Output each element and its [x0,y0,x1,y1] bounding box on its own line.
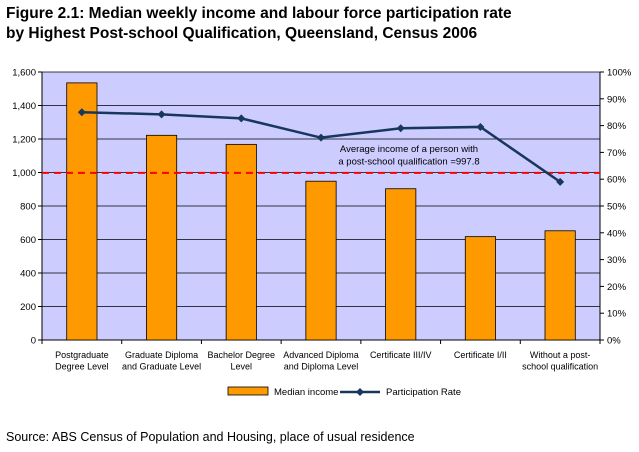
figure-title-line-2: by Highest Post-school Qualification, Qu… [6,25,478,42]
bar-median-income [66,82,98,341]
combo-chart: 0 200 400 600 800 1,000 1,200 1,400 1,600 0% 10% 20… [12,68,632,399]
legend-swatch-median-income [227,386,269,396]
bar-median-income [464,236,496,341]
category-label: Certificate I/II [454,350,507,360]
y-left-tick-label: 1,400 [12,101,36,112]
y-left-tick-label: 1,000 [12,168,36,179]
category-label: Certificate III/IV [370,350,432,360]
participation-rate-marker [157,110,166,119]
y-left-tick-label: 1,200 [12,135,36,146]
y-left-tick-label: 600 [20,235,36,246]
reference-line-label: a post-school qualification =997.8 [338,157,479,168]
legend-label-median-income: Median income [274,387,338,398]
y-left-tick-label: 0 [31,336,36,347]
category-label: school qualification [522,362,598,372]
y-right-tick-label: 70% [607,148,627,159]
figure-title-line-1: Figure 2.1: Median weekly income and lab… [6,5,512,22]
participation-rate-marker [77,108,86,117]
y-right-tick-label: 30% [607,255,627,266]
y-right-tick-label: 40% [607,228,627,239]
participation-rate-marker [317,133,325,142]
category-label: Advanced Diploma [283,350,359,360]
figure-title: Figure 2.1: Median weekly income and lab… [6,4,512,44]
category-label: Graduate Diploma [125,350,198,360]
category-label: and Graduate Level [122,362,201,372]
y-right-tick-label: 80% [607,121,627,132]
y-left-tick-label: 200 [20,302,36,313]
participation-rate-marker [396,124,405,133]
participation-rate-marker [476,122,485,131]
bar-median-income [225,143,257,341]
legend-label-participation-rate: Participation Rate [386,387,461,398]
participation-rate-marker [556,177,565,186]
bar-median-income [146,134,178,341]
bar-median-income [544,230,576,341]
y-left-tick-label: 400 [20,269,36,280]
participation-rate-marker [237,114,246,123]
category-label: Degree Level [55,362,109,372]
y-right-tick-label: 20% [607,282,627,293]
reference-line-label: Average income of a person with [340,144,478,155]
y-right-tick-label: 60% [607,175,627,186]
y-right-tick-label: 90% [607,94,627,105]
legend-marker-participation-rate [356,388,364,396]
bar-median-income [305,180,337,341]
y-right-tick-label: 10% [607,309,627,320]
category-label: Bachelor Degree [208,350,276,360]
y-right-tick-label: 50% [607,202,627,213]
category-label: Without a post- [530,350,591,360]
category-label: Level [231,362,253,372]
y-right-tick-label: 100% [607,68,632,79]
y-left-tick-label: 800 [20,202,36,213]
bar-median-income [385,188,417,341]
y-left-tick-label: 1,600 [12,68,36,79]
category-label: Postgraduate [55,350,109,360]
source-note: Source: ABS Census of Population and Hou… [6,430,415,444]
category-label: and Diploma Level [284,362,359,372]
y-right-tick-label: 0% [607,336,621,347]
